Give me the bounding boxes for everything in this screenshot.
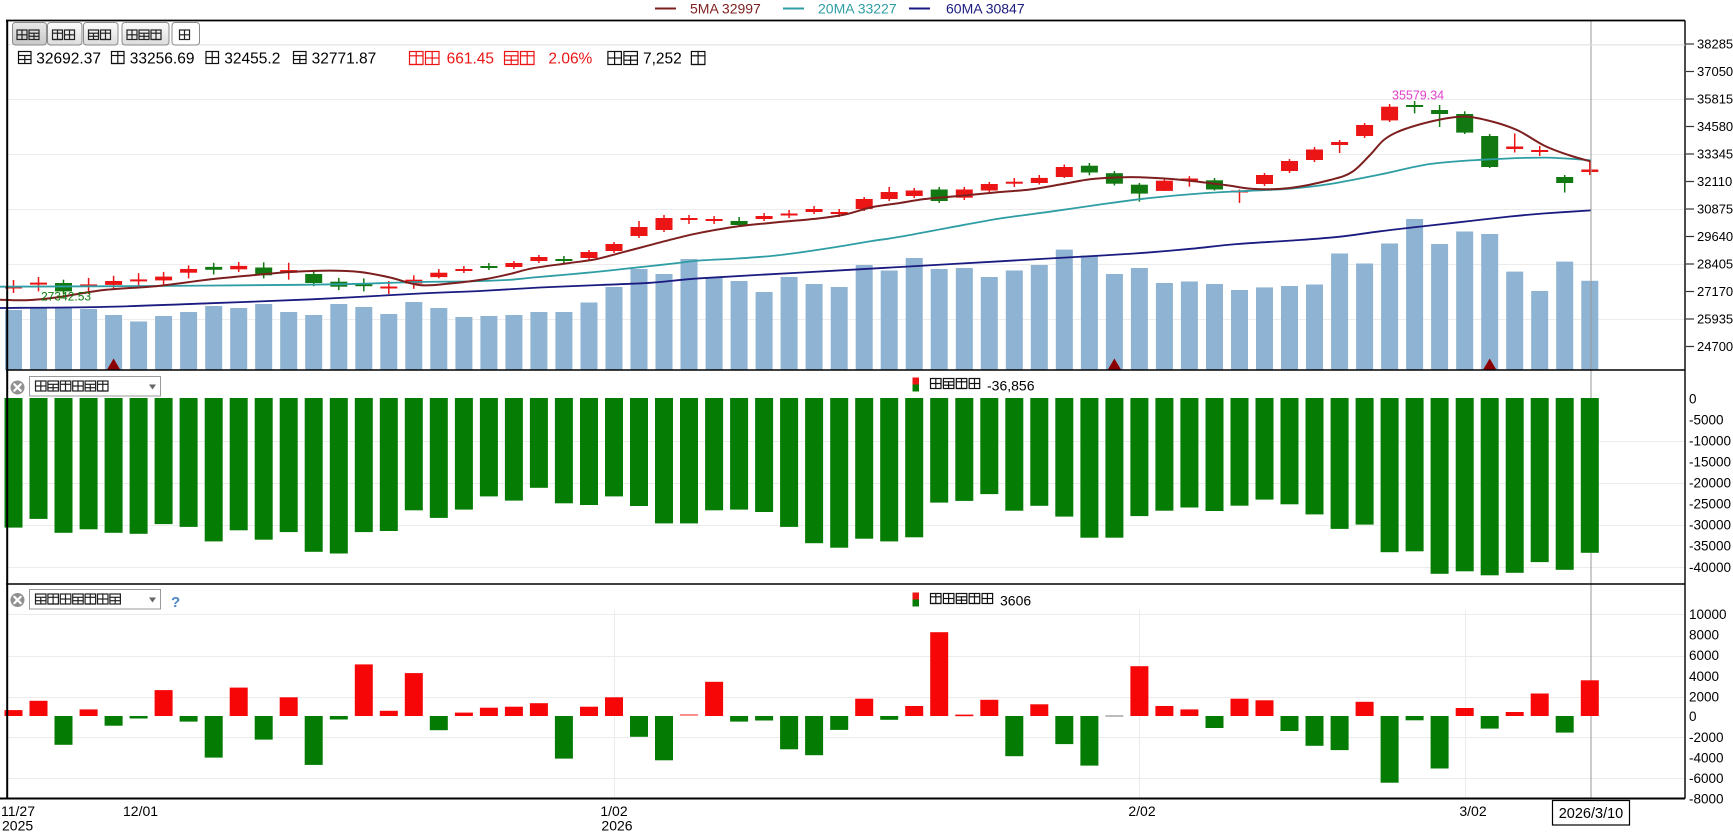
svg-text:8000: 8000 (1689, 628, 1719, 643)
svg-text:2/02: 2/02 (1128, 803, 1155, 819)
svg-text:2026/3/10: 2026/3/10 (1559, 806, 1624, 822)
svg-text:-8000: -8000 (1689, 792, 1724, 807)
svg-text:27342.53: 27342.53 (41, 290, 91, 304)
svg-text:-5000: -5000 (1689, 413, 1724, 428)
svg-text:32110: 32110 (1697, 174, 1732, 189)
svg-text:60MA 30847: 60MA 30847 (946, 1, 1025, 17)
svg-text:24700: 24700 (1697, 339, 1733, 354)
svg-text:?: ? (171, 594, 180, 611)
svg-text:-2000: -2000 (1689, 730, 1724, 745)
svg-text:37050: 37050 (1697, 64, 1733, 79)
svg-text:4000: 4000 (1689, 669, 1719, 684)
svg-text:35815: 35815 (1697, 92, 1733, 107)
svg-text:3606: 3606 (1000, 593, 1031, 609)
svg-text:10000: 10000 (1689, 607, 1727, 622)
svg-text:32692.37: 32692.37 (36, 51, 101, 68)
svg-text:30875: 30875 (1697, 202, 1733, 217)
svg-text:2025: 2025 (2, 818, 33, 833)
svg-text:33256.69: 33256.69 (130, 51, 195, 68)
svg-text:1/02: 1/02 (600, 803, 627, 819)
svg-text:7,252: 7,252 (643, 51, 682, 68)
svg-text:38285: 38285 (1697, 37, 1733, 52)
svg-text:-10000: -10000 (1689, 434, 1731, 449)
svg-text:2.06%: 2.06% (548, 51, 592, 68)
svg-text:29640: 29640 (1697, 229, 1733, 244)
svg-text:27170: 27170 (1697, 284, 1733, 299)
svg-text:28405: 28405 (1697, 257, 1733, 272)
svg-text:32771.87: 32771.87 (312, 51, 377, 68)
svg-text:33345: 33345 (1697, 147, 1733, 162)
svg-text:3/02: 3/02 (1459, 803, 1486, 819)
svg-text:6000: 6000 (1689, 648, 1719, 663)
svg-text:-40000: -40000 (1689, 560, 1731, 575)
svg-text:2000: 2000 (1689, 690, 1719, 705)
svg-text:-6000: -6000 (1689, 771, 1724, 786)
svg-text:-30000: -30000 (1689, 518, 1731, 533)
svg-text:-35000: -35000 (1689, 539, 1731, 554)
svg-text:-25000: -25000 (1689, 497, 1731, 512)
svg-text:661.45: 661.45 (447, 51, 494, 68)
svg-text:20MA 33227: 20MA 33227 (818, 1, 897, 17)
svg-text:25935: 25935 (1697, 312, 1733, 327)
svg-text:-36,856: -36,856 (987, 378, 1035, 394)
svg-text:34580: 34580 (1697, 119, 1733, 134)
svg-text:-4000: -4000 (1689, 751, 1724, 766)
svg-text:-15000: -15000 (1689, 455, 1731, 470)
svg-text:32455.2: 32455.2 (224, 51, 280, 68)
svg-text:11/27: 11/27 (1, 803, 35, 819)
svg-text:5MA 32997: 5MA 32997 (690, 1, 761, 17)
svg-text:0: 0 (1689, 709, 1697, 724)
svg-text:12/01: 12/01 (123, 803, 158, 819)
svg-text:-20000: -20000 (1689, 476, 1731, 491)
svg-text:35579.34: 35579.34 (1392, 89, 1444, 103)
svg-text:0: 0 (1689, 392, 1697, 407)
svg-text:2026: 2026 (601, 818, 632, 833)
